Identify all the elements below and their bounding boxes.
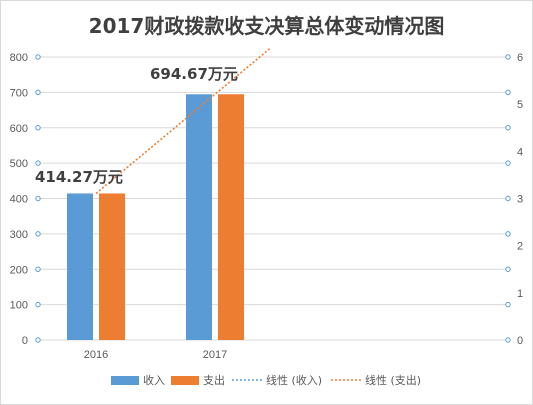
legend-label-expense: 支出	[203, 373, 225, 387]
y-left-tick-label: 0	[22, 335, 28, 347]
legend-label-trend-expense: 线性 (支出)	[365, 373, 421, 387]
y-left-tick-marker	[35, 266, 41, 272]
y-left-tick-marker	[35, 337, 41, 343]
y-left-tick-label: 600	[10, 123, 28, 135]
y-right-tick-marker	[505, 337, 511, 343]
y-left-tick-label: 200	[10, 264, 28, 276]
y-right-tick-marker	[505, 231, 511, 237]
y-left-tick-marker	[35, 125, 41, 131]
y-left-tick-label: 700	[10, 87, 28, 99]
y-right-tick-marker	[505, 266, 511, 272]
data-label-2016: 414.27万元	[35, 168, 123, 186]
legend-swatch-expense	[171, 376, 199, 385]
y-left-tick-marker	[35, 160, 41, 166]
y-left-tick-marker	[35, 195, 41, 202]
y-left-tick-label: 300	[10, 229, 28, 241]
y-left-tick-marker	[35, 89, 41, 96]
y-left-tick-marker	[35, 231, 41, 237]
x-tick-label: 2016	[84, 349, 108, 361]
y-left-tick-marker	[35, 54, 41, 60]
y-right-tick-marker	[505, 160, 511, 166]
y-right-tick-label: 0	[517, 335, 523, 347]
y-right-tick-marker	[505, 54, 511, 60]
y-right-tick-marker	[505, 125, 511, 131]
y-right-tick-marker	[505, 301, 511, 308]
y-right-tick-label: 3	[517, 194, 523, 206]
y-left-tick-label: 500	[10, 158, 28, 170]
y-left-tick-label: 100	[10, 300, 28, 312]
y-right-tick-label: 6	[517, 52, 523, 64]
bar-income	[186, 94, 212, 340]
chart-title: 2017财政拨款收支决算总体变动情况图	[88, 14, 445, 38]
y-right-tick-marker	[505, 89, 511, 96]
bar-income	[67, 193, 93, 340]
legend-swatch-income	[111, 376, 139, 385]
y-right-tick-label: 4	[517, 146, 523, 158]
y-right-tick-label: 5	[517, 99, 523, 111]
data-label-2017: 694.67万元	[150, 65, 238, 83]
bar-expense	[218, 94, 244, 340]
y-right-tick-label: 2	[517, 241, 523, 253]
y-right-tick-label: 1	[517, 288, 523, 300]
trendline-expense	[95, 47, 271, 195]
legend-label-income: 收入	[143, 373, 165, 387]
y-right-tick-marker	[505, 195, 511, 202]
y-left-tick-label: 400	[10, 194, 28, 206]
y-left-tick-marker	[35, 301, 41, 308]
bar-expense	[99, 193, 125, 340]
x-tick-label: 2017	[203, 349, 227, 361]
legend-label-trend-income: 线性 (收入)	[266, 373, 322, 387]
y-left-tick-label: 800	[10, 52, 28, 64]
